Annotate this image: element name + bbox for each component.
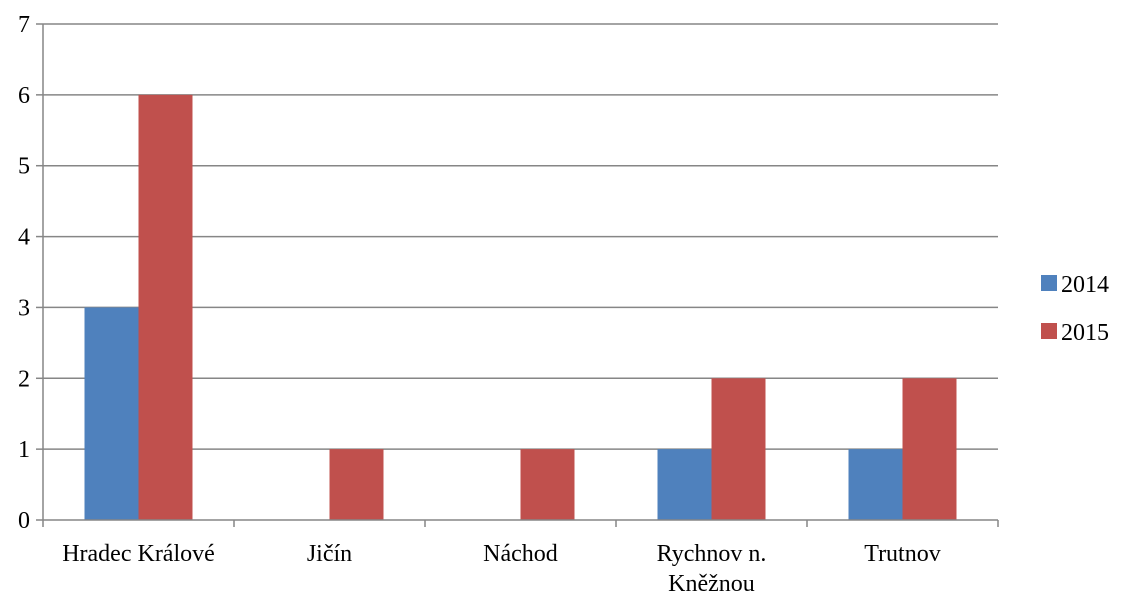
x-category-label: Trutnov xyxy=(864,541,940,567)
legend: 2014 2015 xyxy=(1041,272,1109,346)
y-tick-label: 6 xyxy=(18,83,30,109)
y-tick-label: 1 xyxy=(18,437,30,463)
bar-2015-1 xyxy=(329,449,384,520)
gridlines xyxy=(43,23,998,450)
bar-2014-3 xyxy=(657,449,712,520)
y-tick-label: 2 xyxy=(18,366,30,392)
y-tick-label: 3 xyxy=(18,295,30,321)
x-category-label: Kněžnou xyxy=(668,571,755,597)
legend-label: 2014 xyxy=(1061,272,1109,298)
x-category-labels: Hradec Králové Jičín Náchod Rychnov n. Kněžn… xyxy=(62,541,941,597)
x-category-label: Hradec Králové xyxy=(62,541,215,567)
bar-2015-0 xyxy=(138,94,193,520)
bar-2015-2 xyxy=(520,449,575,520)
legend-label: 2015 xyxy=(1061,320,1109,346)
x-category-label: Jičín xyxy=(307,541,352,567)
legend-swatch-2014 xyxy=(1041,275,1057,291)
bars xyxy=(84,94,957,520)
legend-swatch-2015 xyxy=(1041,323,1057,339)
bar-2014-4 xyxy=(848,449,903,520)
y-tick-labels: 0 1 2 3 4 5 6 7 xyxy=(18,12,30,534)
axes xyxy=(36,23,999,527)
x-category-label: Rychnov n. xyxy=(657,541,767,567)
y-tick-label: 0 xyxy=(18,508,30,534)
bar-2015-4 xyxy=(902,378,957,520)
x-category-label: Náchod xyxy=(483,541,558,567)
y-tick-label: 4 xyxy=(18,225,30,251)
y-tick-label: 7 xyxy=(18,12,30,38)
y-tick-label: 5 xyxy=(18,154,30,180)
bar-2014-0 xyxy=(84,307,139,520)
bar-2015-3 xyxy=(711,378,766,520)
